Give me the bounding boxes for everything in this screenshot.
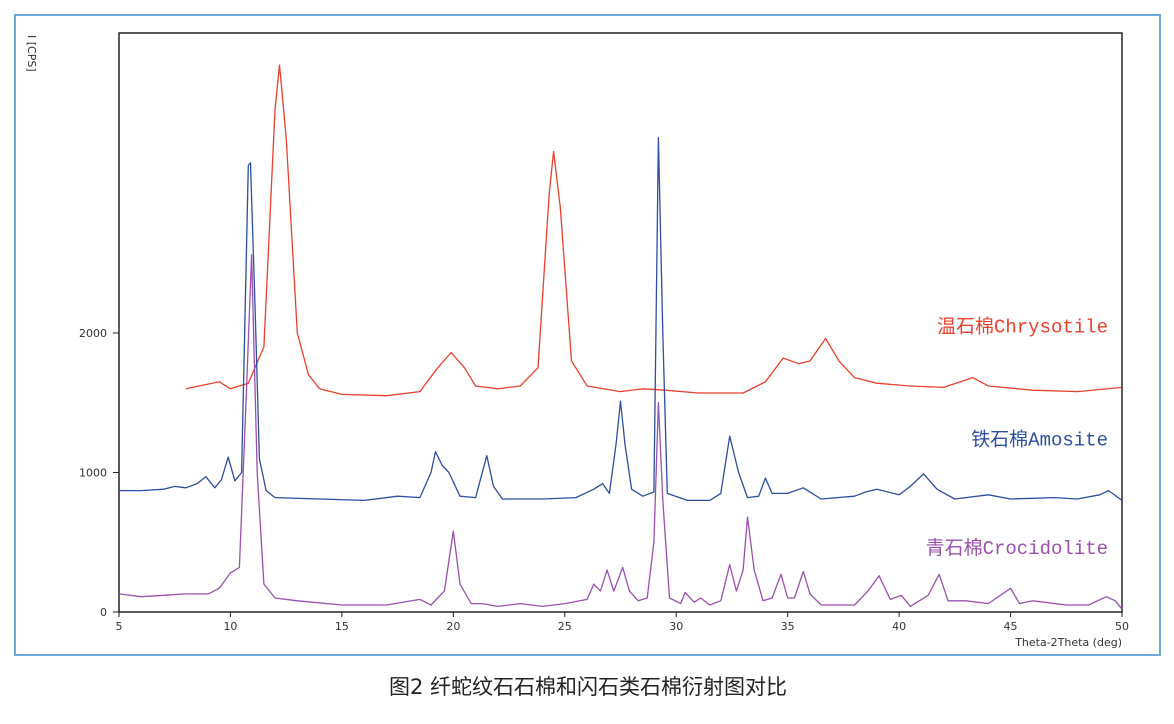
series-line xyxy=(118,254,1123,610)
x-tick-label: 30 xyxy=(669,620,683,633)
x-tick-label: 45 xyxy=(1004,620,1018,633)
caption: 图2 纤蛇纹石石棉和闪石类石棉衍射图对比 xyxy=(389,675,787,699)
series-line xyxy=(119,136,1123,502)
series-label: 铁石棉Amosite xyxy=(971,428,1108,451)
x-tick-label: 5 xyxy=(116,620,123,633)
y-tick-label: 1000 xyxy=(79,466,107,479)
frame xyxy=(14,14,1161,656)
x-tick-label: 15 xyxy=(335,620,349,633)
series-label: 温石棉Chrysotile xyxy=(937,315,1108,338)
series-line xyxy=(185,64,1123,397)
x-tick-label: 10 xyxy=(223,620,237,633)
y-tick-label: 0 xyxy=(100,606,107,619)
plot-area xyxy=(118,32,1123,613)
x-tick-label: 40 xyxy=(892,620,906,633)
y-tick-label: 2000 xyxy=(79,327,107,340)
y-axis-label: I [CPS] xyxy=(25,35,38,72)
x-tick-label: 25 xyxy=(558,620,572,633)
x-tick-label: 35 xyxy=(781,620,795,633)
x-axis-label: Theta-2Theta (deg) xyxy=(1014,636,1122,649)
x-tick-label: 50 xyxy=(1115,620,1129,633)
series-label: 青石棉Crocidolite xyxy=(926,537,1108,560)
x-tick-label: 20 xyxy=(446,620,460,633)
